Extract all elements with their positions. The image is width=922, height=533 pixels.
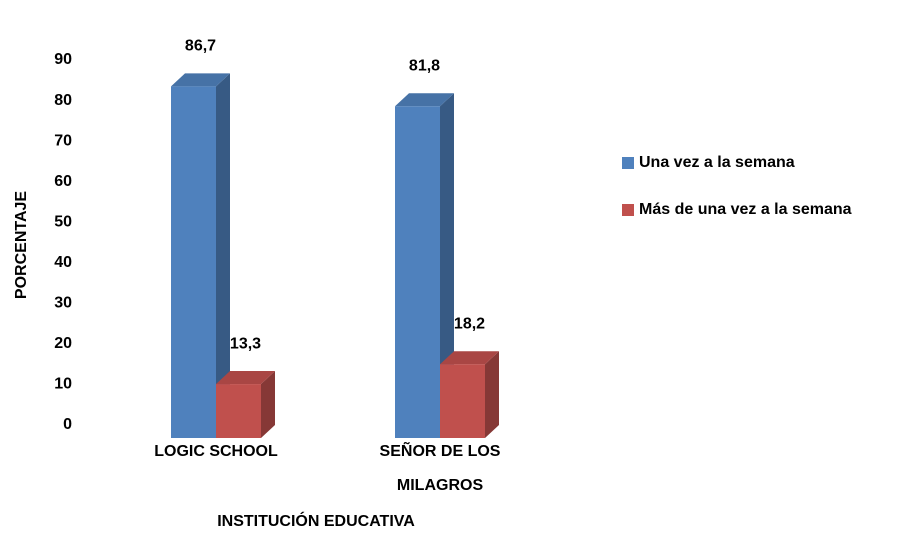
y-tick-label: 30 — [54, 295, 72, 312]
y-tick-label: 70 — [54, 132, 72, 149]
bar-side — [216, 73, 230, 438]
value-label: 81,8 — [409, 57, 440, 74]
bar — [440, 364, 485, 438]
bar — [395, 106, 440, 438]
bar-side — [440, 93, 454, 438]
y-tick-label: 90 — [54, 51, 72, 68]
bar-side — [485, 351, 499, 438]
y-tick-label: 50 — [54, 213, 72, 230]
bar-top — [440, 351, 499, 365]
legend-label: Más de una vez a la semana — [639, 201, 852, 218]
y-tick-label: 20 — [54, 335, 72, 352]
y-tick-label: 40 — [54, 254, 72, 271]
y-tick-label: 0 — [63, 416, 72, 433]
y-axis-title: PORCENTAJE — [13, 191, 30, 299]
value-label: 18,2 — [454, 315, 485, 332]
legend-swatch — [622, 157, 634, 169]
value-label: 86,7 — [185, 38, 216, 55]
x-axis-title: INSTITUCIÓN EDUCATIVA — [217, 511, 415, 530]
value-label: 13,3 — [230, 335, 261, 352]
bar — [216, 384, 261, 438]
legend-label: Una vez a la semana — [639, 154, 795, 171]
bar — [171, 86, 216, 438]
x-tick-label: SEÑOR DE LOS MILAGROS — [379, 443, 501, 494]
bar-top — [216, 371, 275, 385]
y-tick-label: 10 — [54, 376, 72, 393]
y-tick-label: 60 — [54, 173, 72, 190]
bar-side — [261, 371, 275, 438]
x-tick-label: LOGIC SCHOOL — [154, 443, 278, 460]
bar-top — [171, 73, 230, 87]
bar-top — [395, 93, 454, 107]
y-tick-label: 80 — [54, 92, 72, 109]
legend-swatch — [622, 204, 634, 216]
